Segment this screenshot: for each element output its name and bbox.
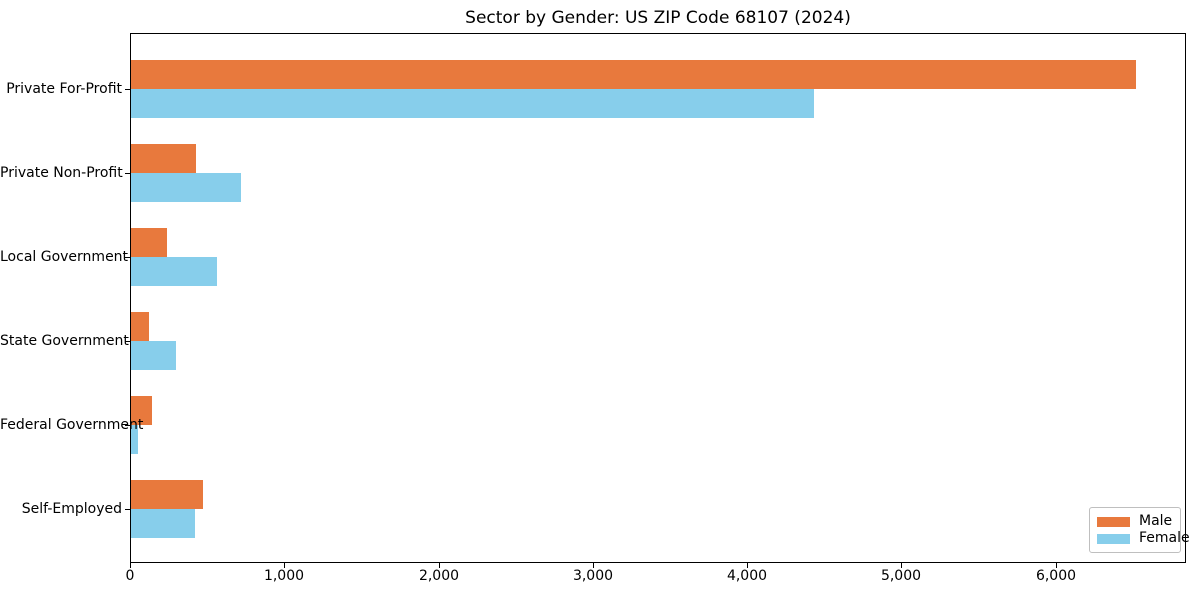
x-tick-label-0: 0 xyxy=(125,568,135,584)
bar-male-private-for-profit xyxy=(131,60,1136,89)
x-tick-label-3-000: 3,000 xyxy=(572,568,614,584)
legend-label-female: Female xyxy=(1139,530,1190,546)
x-tick-mark xyxy=(901,563,902,568)
x-tick-mark xyxy=(284,563,285,568)
y-tick-mark xyxy=(125,425,130,426)
bar-male-local-government xyxy=(131,228,167,257)
x-tick-label-1-000: 1,000 xyxy=(263,568,305,584)
plot-area xyxy=(130,33,1186,563)
y-tick-mark xyxy=(125,89,130,90)
x-tick-label-5-000: 5,000 xyxy=(880,568,922,584)
x-tick-mark xyxy=(439,563,440,568)
legend: Male Female xyxy=(1089,507,1190,553)
y-tick-label-private-non-profit: Private Non-Profit xyxy=(0,165,123,181)
x-tick-label-2-000: 2,000 xyxy=(418,568,460,584)
chart-title: Sector by Gender: US ZIP Code 68107 (202… xyxy=(465,8,851,28)
bar-female-federal-government xyxy=(131,425,138,454)
bar-female-self-employed xyxy=(131,509,195,538)
y-tick-label-local-government: Local Government xyxy=(0,249,129,265)
y-tick-mark xyxy=(125,173,130,174)
y-tick-mark xyxy=(125,257,130,258)
legend-entry-female: Female xyxy=(1097,530,1190,547)
y-tick-label-private-for-profit: Private For-Profit xyxy=(6,81,122,97)
y-tick-label-federal-government: Federal Government xyxy=(0,417,144,433)
y-tick-mark xyxy=(125,341,130,342)
y-tick-label-state-government: State Government xyxy=(0,333,129,349)
y-tick-mark xyxy=(125,509,130,510)
x-tick-label-4-000: 4,000 xyxy=(726,568,768,584)
legend-entry-male: Male xyxy=(1097,513,1176,530)
bar-female-private-non-profit xyxy=(131,173,241,202)
x-tick-mark xyxy=(593,563,594,568)
x-tick-mark xyxy=(130,563,131,568)
bar-male-state-government xyxy=(131,312,149,341)
bar-female-private-for-profit xyxy=(131,89,814,118)
bar-female-local-government xyxy=(131,257,217,286)
x-tick-mark xyxy=(1056,563,1057,568)
bar-male-self-employed xyxy=(131,480,203,509)
x-tick-mark xyxy=(747,563,748,568)
x-tick-label-6-000: 6,000 xyxy=(1035,568,1077,584)
y-tick-label-self-employed: Self-Employed xyxy=(21,501,122,517)
bar-female-state-government xyxy=(131,341,176,370)
legend-swatch-male xyxy=(1097,516,1130,527)
legend-swatch-female xyxy=(1097,533,1130,544)
bar-male-private-non-profit xyxy=(131,144,196,173)
legend-label-male: Male xyxy=(1139,513,1173,529)
bar-male-federal-government xyxy=(131,396,152,425)
